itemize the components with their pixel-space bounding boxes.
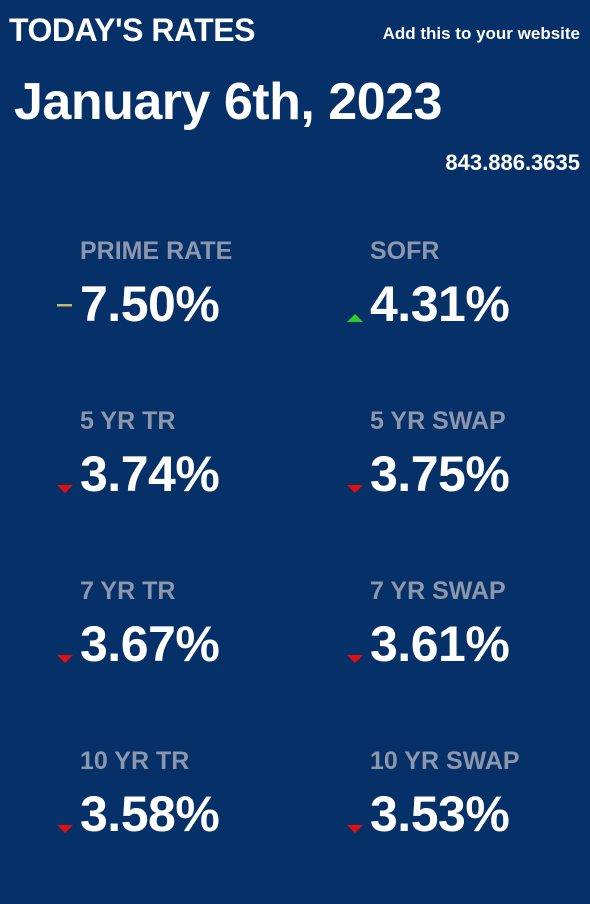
- triangle-down-icon: [346, 484, 364, 494]
- dash-icon: [56, 301, 74, 311]
- rate-prime: PRIME RATE 7.50%: [55, 237, 305, 357]
- rate-value: 4.31%: [370, 276, 510, 332]
- rate-label: 10 YR SWAP: [370, 747, 520, 775]
- rate-5yr-swap: 5 YR SWAP 3.75%: [345, 407, 590, 527]
- rate-label: PRIME RATE: [80, 237, 233, 265]
- add-to-website-link[interactable]: Add this to your website: [382, 24, 580, 43]
- triangle-up-icon: [346, 313, 364, 323]
- rate-label: 7 YR SWAP: [370, 577, 506, 605]
- rate-label: 10 YR TR: [80, 747, 190, 775]
- rate-7yr-swap: 7 YR SWAP 3.61%: [345, 577, 590, 697]
- rate-value: 3.58%: [80, 786, 220, 842]
- triangle-down-icon: [56, 484, 74, 494]
- triangle-down-icon: [346, 654, 364, 664]
- rate-10yr-tr: 10 YR TR 3.58%: [55, 747, 305, 867]
- rate-label: 5 YR SWAP: [370, 407, 506, 435]
- triangle-down-icon: [56, 824, 74, 834]
- rate-value: 3.75%: [370, 446, 510, 502]
- rate-10yr-swap: 10 YR SWAP 3.53%: [345, 747, 590, 867]
- header-title: TODAY'S RATES: [9, 12, 255, 48]
- rate-7yr-tr: 7 YR TR 3.67%: [55, 577, 305, 697]
- date-title: January 6th, 2023: [14, 73, 442, 131]
- rate-label: 5 YR TR: [80, 407, 176, 435]
- rate-sofr: SOFR 4.31%: [345, 237, 590, 357]
- rate-label: SOFR: [370, 237, 440, 265]
- rate-value: 7.50%: [80, 276, 220, 332]
- rate-value: 3.74%: [80, 446, 220, 502]
- rate-value: 3.67%: [80, 616, 220, 672]
- triangle-down-icon: [346, 824, 364, 834]
- phone-link[interactable]: 843.886.3635: [445, 150, 580, 175]
- rate-value: 3.53%: [370, 786, 510, 842]
- rate-5yr-tr: 5 YR TR 3.74%: [55, 407, 305, 527]
- triangle-down-icon: [56, 654, 74, 664]
- rate-value: 3.61%: [370, 616, 510, 672]
- rate-label: 7 YR TR: [80, 577, 176, 605]
